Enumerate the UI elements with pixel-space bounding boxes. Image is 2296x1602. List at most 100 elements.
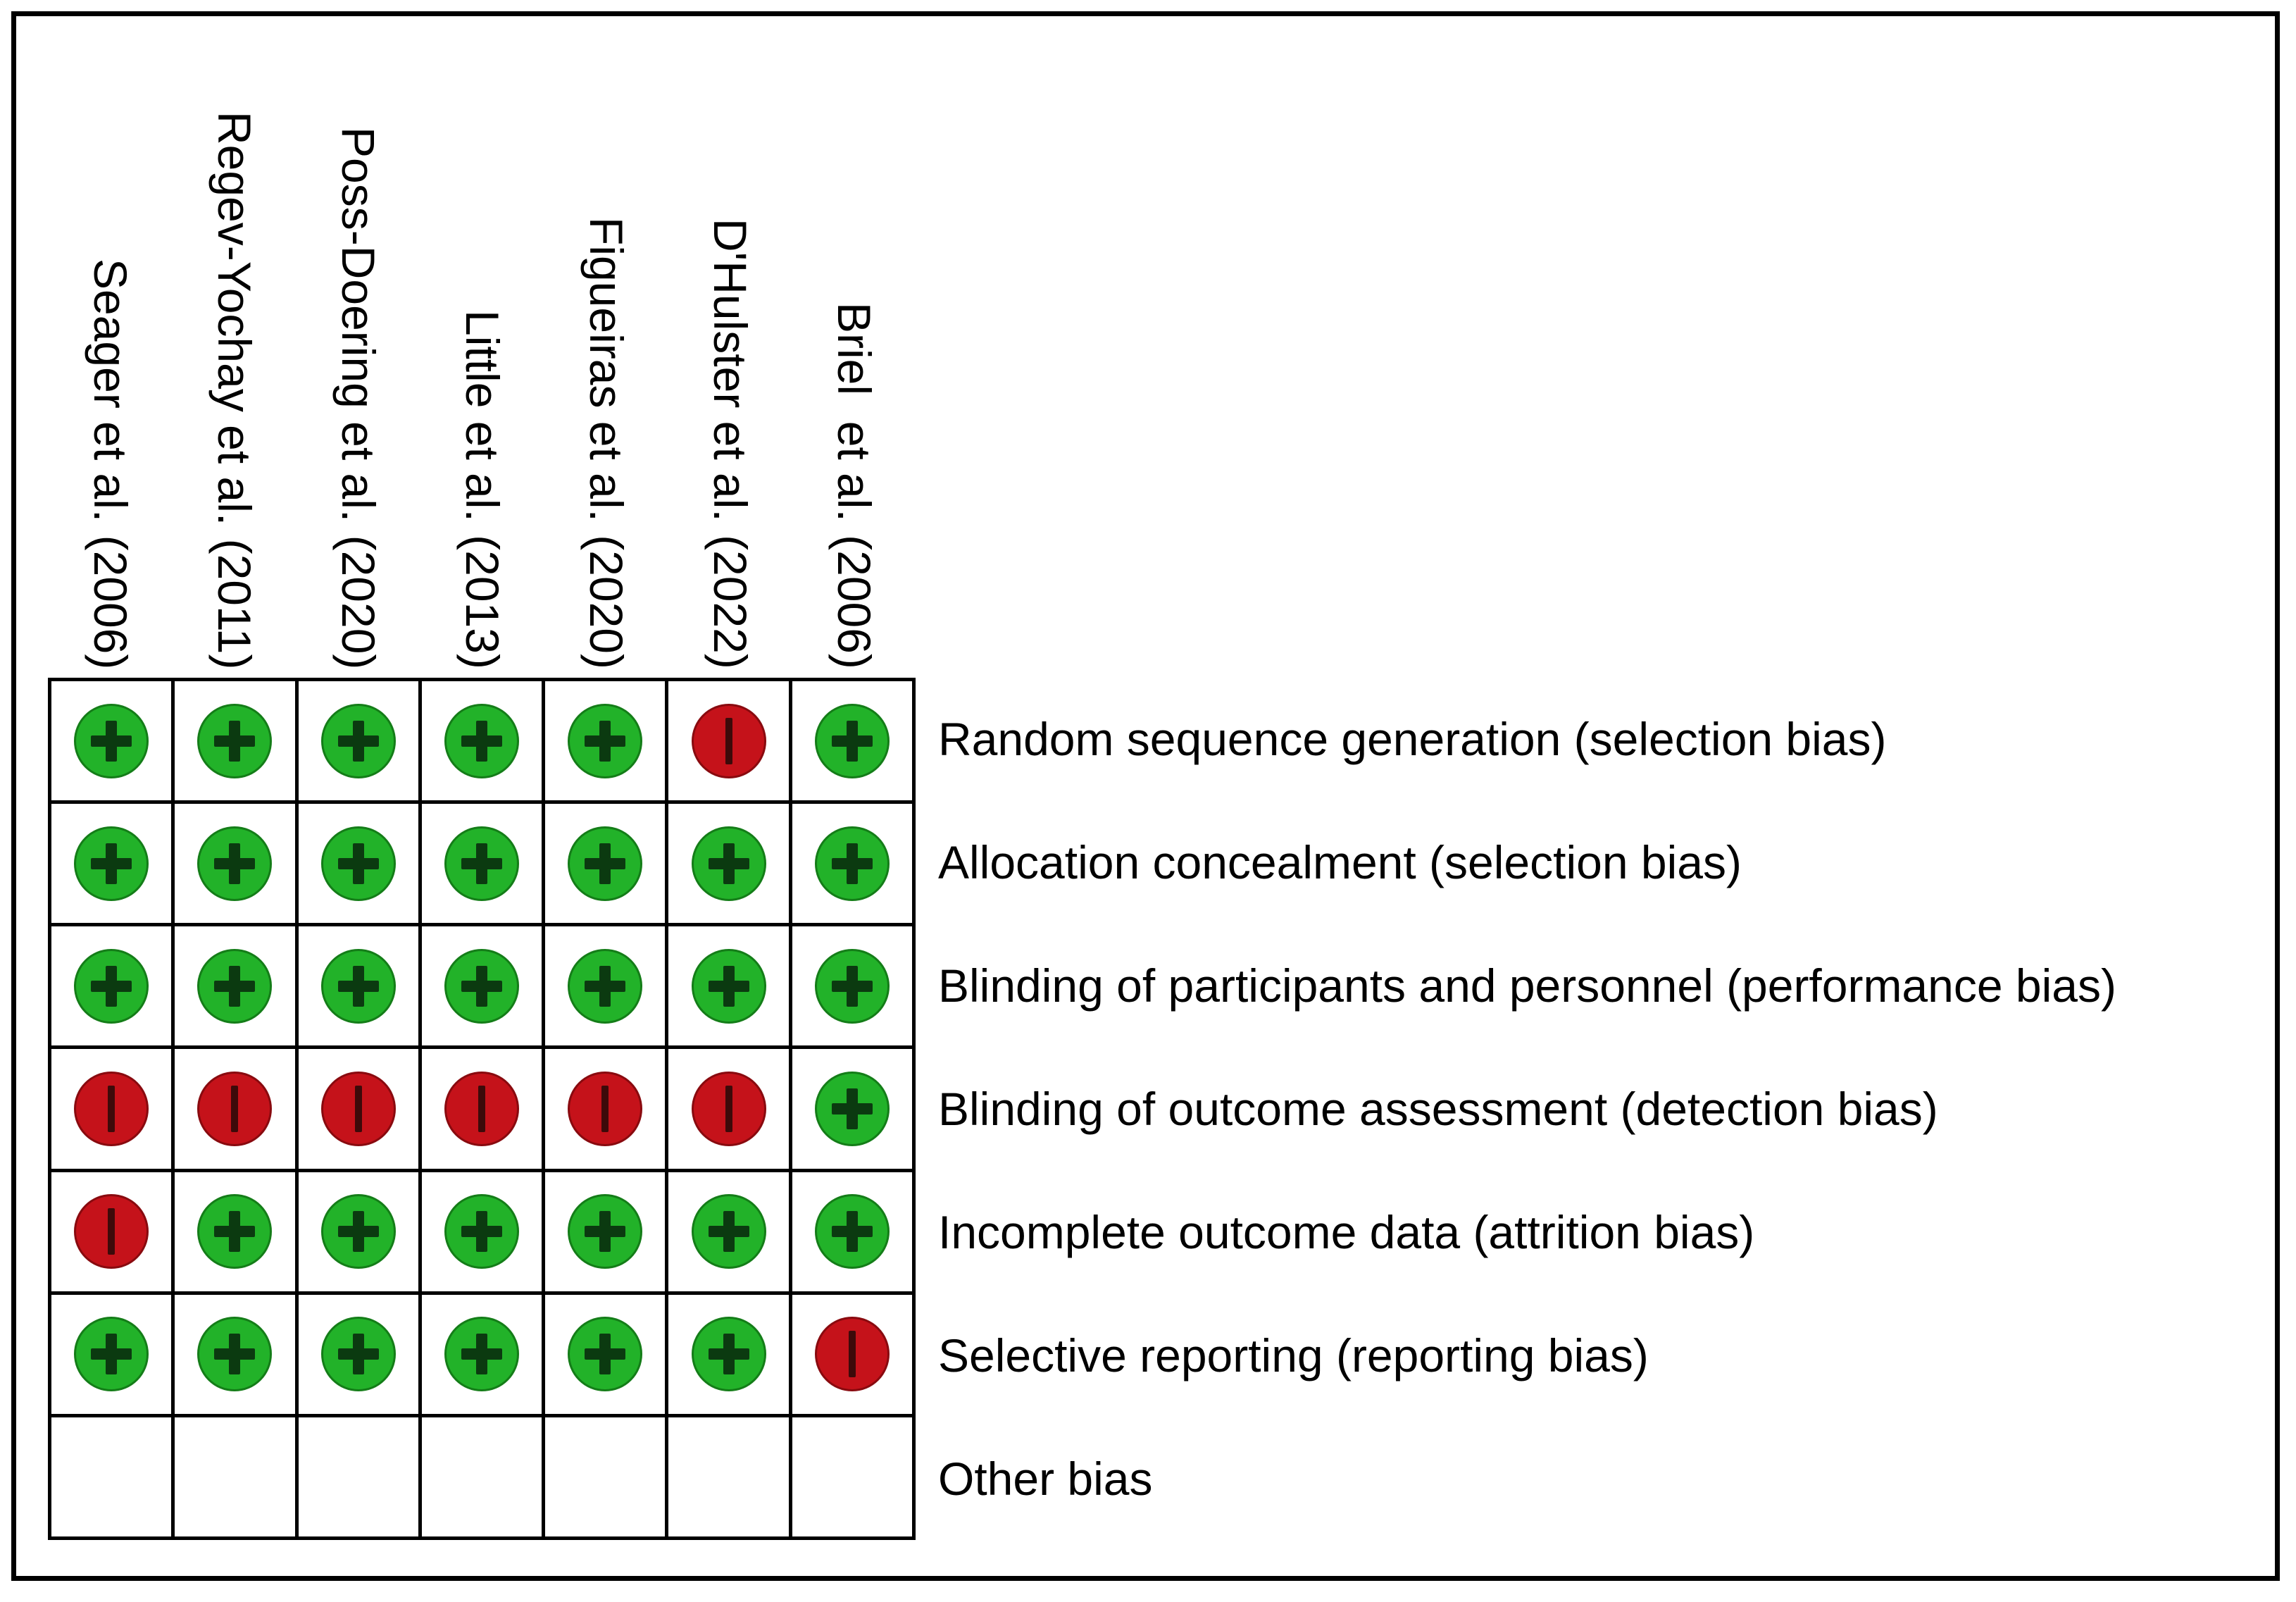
low-risk-icon	[691, 948, 766, 1024]
minus-icon	[108, 1208, 116, 1255]
study-label: D'Hulster et al. (2022)	[704, 218, 756, 669]
study-column-header: Figueiras et al. (2020)	[544, 28, 668, 669]
judgement-cell	[421, 1172, 542, 1291]
judgement-cell	[421, 1417, 542, 1536]
bias-item-label: Blinding of participants and personnel (…	[938, 960, 2116, 1012]
judgement-cell	[51, 1417, 172, 1536]
low-risk-icon	[444, 703, 519, 778]
judgement-cell	[175, 1294, 295, 1414]
study-label: Poss-Doering et al. (2020)	[332, 126, 385, 669]
high-risk-icon	[814, 1317, 890, 1392]
minus-icon	[601, 1085, 609, 1132]
study-column-header: Poss-Doering et al. (2020)	[296, 28, 420, 669]
judgement-cell	[51, 681, 172, 801]
low-risk-icon	[444, 826, 519, 901]
judgement-cell	[175, 1417, 295, 1536]
judgement-cell	[792, 681, 912, 801]
high-risk-icon	[74, 1194, 149, 1269]
bias-item-label: Blinding of outcome assessment (detectio…	[938, 1082, 1938, 1135]
low-risk-icon	[691, 1317, 766, 1392]
plus-icon	[91, 1334, 132, 1375]
plus-icon	[214, 720, 256, 762]
study-column-header: Little et al. (2013)	[420, 28, 544, 669]
study-label: Regev-Yochay et al. (2011)	[208, 111, 261, 669]
plus-icon	[461, 1211, 502, 1253]
judgement-cell	[668, 1049, 789, 1169]
low-risk-icon	[814, 826, 890, 901]
judgement-cell	[792, 1417, 912, 1536]
low-risk-icon	[320, 826, 396, 901]
judgement-cell	[545, 1172, 666, 1291]
low-risk-icon	[320, 1194, 396, 1269]
bias-item-label: Random sequence generation (selection bi…	[938, 713, 1887, 766]
judgement-cell	[545, 1049, 666, 1169]
plus-icon	[585, 720, 626, 762]
judgement-cell	[792, 1049, 912, 1169]
judgement-cell	[421, 1294, 542, 1414]
minus-icon	[725, 1085, 732, 1132]
study-column-header: Briel et al. (2006)	[792, 28, 916, 669]
low-risk-icon	[814, 948, 890, 1024]
plus-icon	[214, 965, 256, 1007]
low-risk-icon	[197, 1194, 273, 1269]
minus-icon	[354, 1085, 362, 1132]
bias-item-label: Incomplete outcome data (attrition bias)	[938, 1205, 1755, 1258]
judgement-cell	[668, 926, 789, 1046]
study-label: Little et al. (2013)	[456, 310, 509, 669]
low-risk-icon	[197, 948, 273, 1024]
plus-icon	[91, 720, 132, 762]
low-risk-icon	[197, 826, 273, 901]
low-risk-icon	[691, 826, 766, 901]
judgement-cell	[175, 804, 295, 924]
study-label: Seager et al. (2006)	[84, 258, 137, 669]
judgement-cell	[545, 1417, 666, 1536]
judgement-cell	[421, 804, 542, 924]
plus-icon	[708, 1211, 749, 1253]
judgement-cell	[298, 926, 418, 1046]
plus-icon	[214, 1211, 256, 1253]
judgement-grid	[48, 678, 916, 1540]
plus-icon	[461, 1334, 502, 1375]
plus-icon	[831, 1088, 873, 1129]
minus-icon	[108, 1085, 116, 1132]
plus-icon	[585, 1211, 626, 1253]
judgement-cell	[298, 1049, 418, 1169]
judgement-cell	[792, 926, 912, 1046]
judgement-cell	[545, 926, 666, 1046]
judgement-cell	[298, 681, 418, 801]
high-risk-icon	[444, 1071, 519, 1146]
low-risk-icon	[568, 948, 643, 1024]
minus-icon	[848, 1331, 856, 1378]
plus-icon	[585, 1334, 626, 1375]
low-risk-icon	[814, 703, 890, 778]
study-label: Briel et al. (2006)	[828, 302, 880, 669]
low-risk-icon	[74, 703, 149, 778]
judgement-cell	[792, 1172, 912, 1291]
judgement-cell	[298, 1172, 418, 1291]
low-risk-icon	[197, 703, 273, 778]
judgement-cell	[51, 1294, 172, 1414]
plus-icon	[461, 965, 502, 1007]
minus-icon	[231, 1085, 239, 1132]
high-risk-icon	[691, 1071, 766, 1146]
study-column-header: D'Hulster et al. (2022)	[668, 28, 792, 669]
judgement-cell	[175, 926, 295, 1046]
plus-icon	[831, 1211, 873, 1253]
plus-icon	[708, 965, 749, 1007]
judgement-cell	[51, 1172, 172, 1291]
judgement-cell	[668, 1172, 789, 1291]
plus-icon	[708, 1334, 749, 1375]
judgement-cell	[298, 804, 418, 924]
plus-icon	[831, 843, 873, 884]
judgement-cell	[545, 804, 666, 924]
plus-icon	[461, 843, 502, 884]
low-risk-icon	[197, 1317, 273, 1392]
plus-icon	[831, 720, 873, 762]
judgement-cell	[298, 1417, 418, 1536]
study-column-header: Seager et al. (2006)	[48, 28, 172, 669]
judgement-cell	[51, 804, 172, 924]
judgement-cell	[668, 681, 789, 801]
judgement-cell	[175, 1049, 295, 1169]
plus-icon	[214, 1334, 256, 1375]
